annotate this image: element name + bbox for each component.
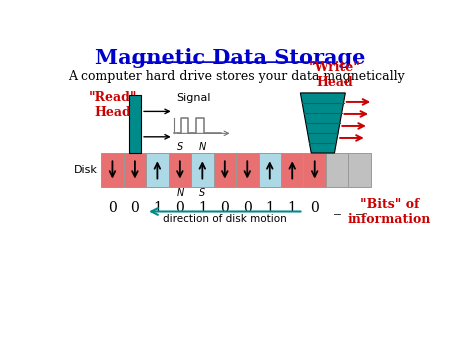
Text: "Write"
Head: "Write" Head	[309, 61, 360, 89]
Text: N: N	[199, 142, 206, 152]
Text: direction of disk motion: direction of disk motion	[163, 214, 287, 224]
Text: Magnetic Data Storage: Magnetic Data Storage	[95, 48, 366, 68]
Text: 0: 0	[108, 201, 117, 215]
Text: Signal: Signal	[176, 93, 211, 103]
Text: _: _	[334, 201, 341, 215]
Bar	[191, 153, 214, 187]
Bar	[146, 153, 169, 187]
Bar	[124, 153, 146, 187]
Text: _: _	[356, 201, 363, 215]
Text: 0: 0	[310, 201, 319, 215]
Bar	[101, 153, 124, 187]
Text: 1: 1	[153, 201, 162, 215]
Text: 0: 0	[176, 201, 184, 215]
Polygon shape	[301, 93, 345, 153]
Bar	[169, 153, 191, 187]
Bar	[129, 95, 141, 153]
Text: 0: 0	[220, 201, 229, 215]
Bar	[326, 153, 348, 187]
Text: Disk: Disk	[73, 165, 97, 175]
Bar	[348, 153, 371, 187]
Text: "Bits" of
information: "Bits" of information	[348, 198, 431, 226]
Text: 1: 1	[198, 201, 207, 215]
Text: N: N	[176, 188, 184, 198]
Bar	[303, 153, 326, 187]
Bar	[281, 153, 303, 187]
Text: 1: 1	[266, 201, 274, 215]
Text: 0: 0	[243, 201, 252, 215]
Text: S: S	[199, 188, 206, 198]
Bar	[258, 153, 281, 187]
Text: A computer hard drive stores your data magnetically: A computer hard drive stores your data m…	[68, 70, 405, 83]
Text: "Read"
Head: "Read" Head	[89, 91, 137, 119]
Text: S: S	[177, 142, 183, 152]
Bar	[236, 153, 259, 187]
Bar	[214, 153, 236, 187]
Text: 0: 0	[130, 201, 140, 215]
Text: 1: 1	[288, 201, 297, 215]
